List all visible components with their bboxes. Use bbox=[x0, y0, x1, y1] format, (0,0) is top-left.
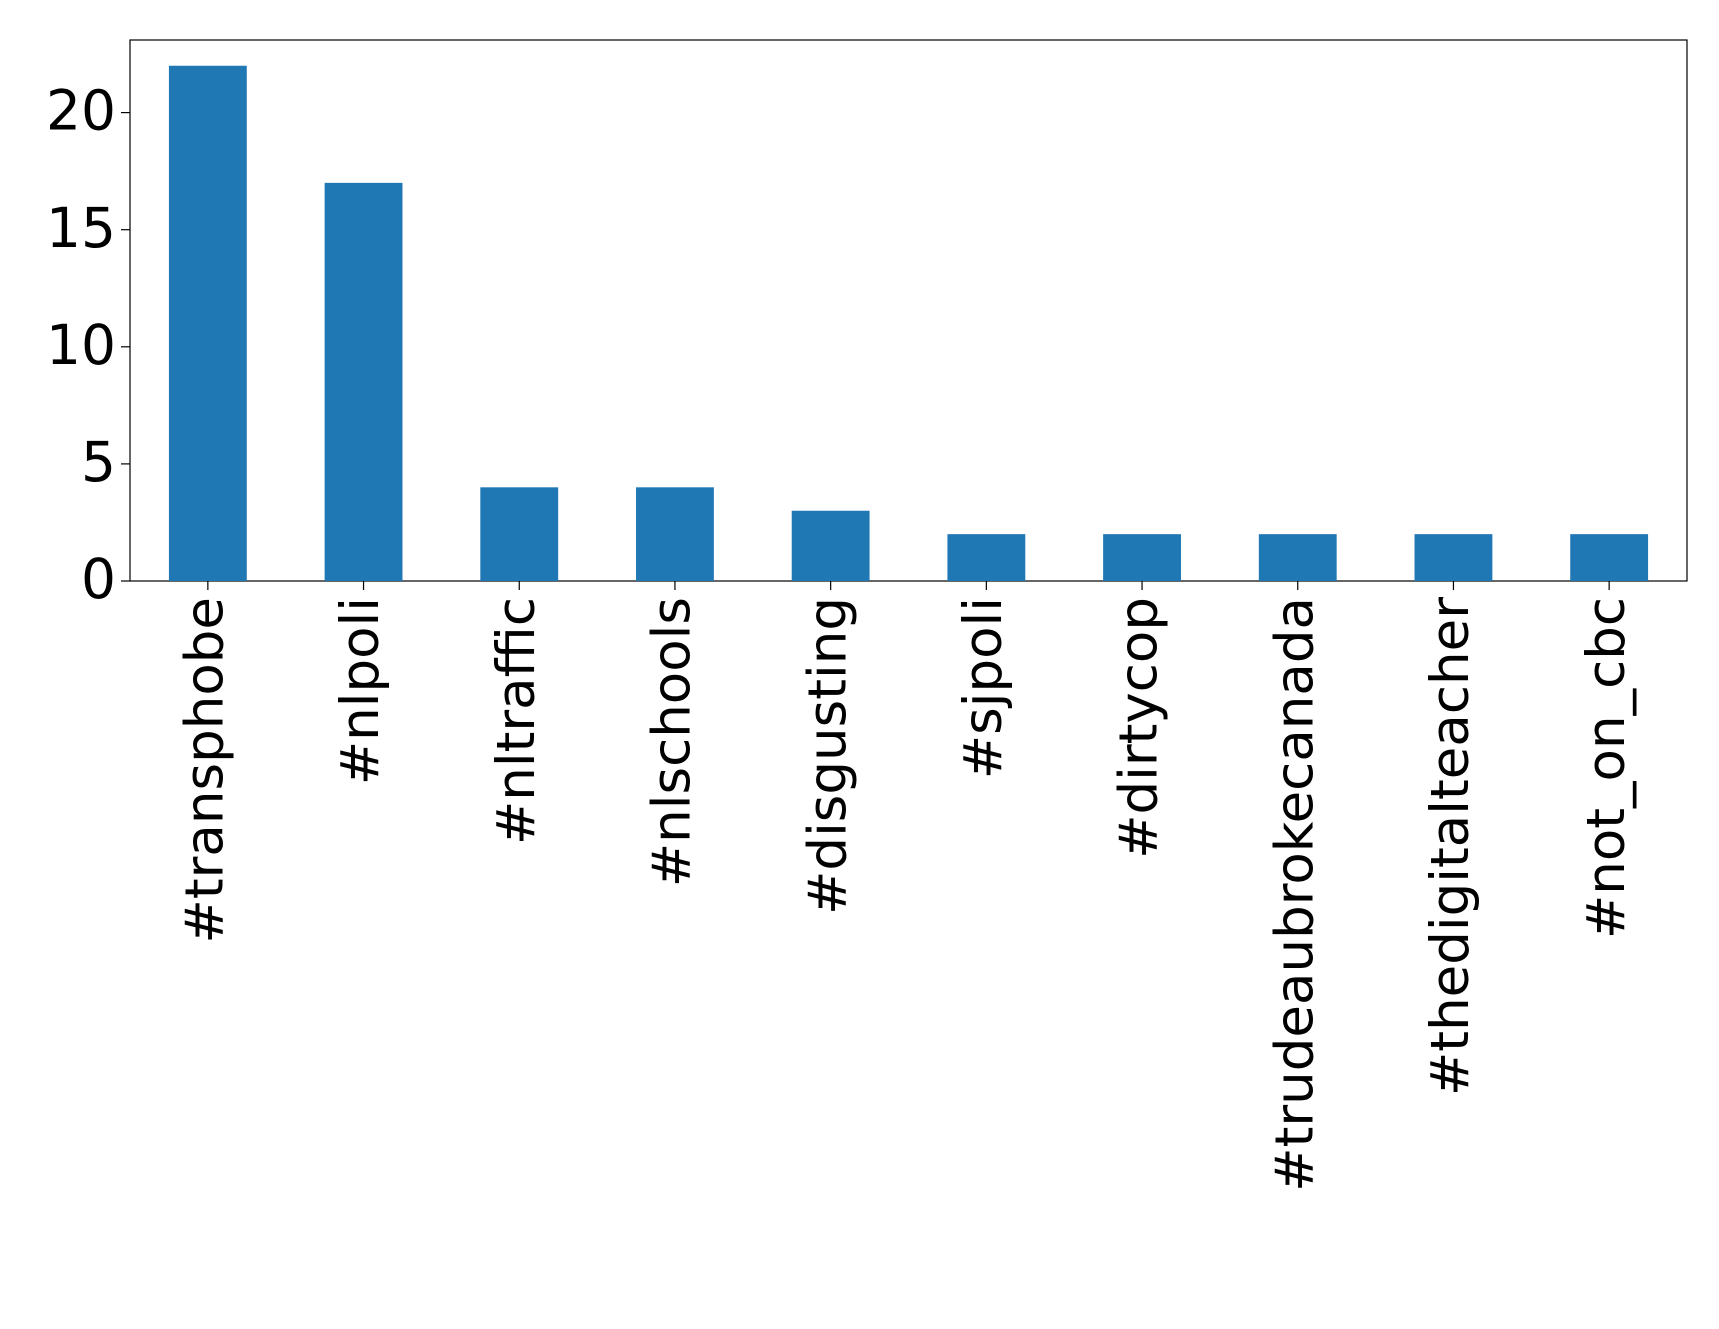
bar bbox=[791, 510, 870, 581]
bar bbox=[1414, 534, 1493, 581]
x-tick-label: #thedigitalteacher bbox=[1420, 597, 1481, 1096]
x-tick-label: #dirtycop bbox=[1109, 597, 1170, 859]
bar bbox=[168, 65, 247, 581]
y-tick-label: 5 bbox=[81, 430, 116, 494]
y-tick-label: 20 bbox=[46, 79, 116, 143]
x-tick-label: #disgusting bbox=[797, 597, 858, 915]
bar bbox=[1103, 534, 1181, 581]
x-tick-label: #not_on_cbc bbox=[1576, 597, 1637, 939]
bar bbox=[1570, 534, 1649, 581]
x-tick-label: #nltraffic bbox=[486, 597, 547, 845]
bar bbox=[1258, 534, 1337, 581]
x-tick-label: #sjpoli bbox=[953, 597, 1014, 779]
bar bbox=[324, 182, 403, 582]
bar bbox=[636, 487, 714, 581]
x-tick-label: #nlpoli bbox=[330, 597, 391, 785]
x-tick-label: #nlschools bbox=[642, 597, 703, 887]
x-tick-label: #transphobe bbox=[174, 597, 235, 944]
y-tick-label: 0 bbox=[81, 547, 116, 611]
axes-frame bbox=[129, 39, 1688, 582]
y-tick-label: 10 bbox=[46, 313, 116, 377]
bar bbox=[947, 534, 1026, 581]
x-tick-label: #trudeaubrokecanada bbox=[1264, 597, 1325, 1192]
bar bbox=[480, 487, 559, 581]
y-tick-label: 15 bbox=[46, 196, 116, 260]
